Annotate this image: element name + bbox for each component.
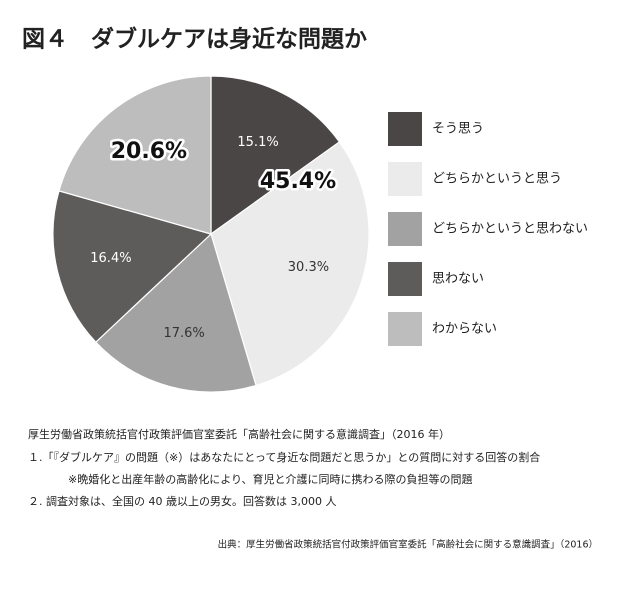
pie-slice xyxy=(58,75,212,235)
annotation: 45.4% xyxy=(260,169,336,194)
value-label: 30.3% xyxy=(288,260,329,275)
legend-label: どちらかというと思わない xyxy=(432,222,588,237)
value-label: 20.6% xyxy=(111,139,187,164)
legend-label: どちらかというと思う xyxy=(432,172,562,187)
value-label: 15.1% xyxy=(237,135,278,150)
value-label: 17.6% xyxy=(163,326,204,341)
legend-swatch xyxy=(388,262,422,296)
legend-swatch xyxy=(388,112,422,146)
chart-title: 図４ ダブルケアは身近な問題か xyxy=(22,26,367,53)
pie-slice xyxy=(94,232,257,393)
legend-swatch xyxy=(388,162,422,196)
source: 出典：厚生労働省政策統括官付政策評価官室委託「高齢社会に関する意識調査」（201… xyxy=(218,539,598,551)
note-heading: 厚生労働省政策統括官付政策評価官室委託「高齢社会に関する意識調査」（2016 年… xyxy=(28,427,450,441)
legend-label: わからない xyxy=(432,322,497,337)
note-line: ※晩婚化と出産年齢の高齢化により、育児と介護に同時に携わる際の負担等の問題 xyxy=(68,472,473,486)
value-label: 16.4% xyxy=(90,251,131,266)
legend-swatch xyxy=(388,312,422,346)
note-line: １.「『ダブルケア』の問題（※）はあなたにとって身近な問題だと思うか」との質問に… xyxy=(28,450,540,464)
pie-slice xyxy=(210,141,370,387)
note-line: ２. 調査対象は、全国の 40 歳以上の男女。回答数は 3,000 人 xyxy=(28,494,336,508)
pie-slice xyxy=(210,75,341,236)
legend-swatch xyxy=(388,212,422,246)
legend-label: そう思う xyxy=(432,122,484,137)
legend-label: 思わない xyxy=(432,272,484,287)
pie-slice xyxy=(52,190,213,344)
